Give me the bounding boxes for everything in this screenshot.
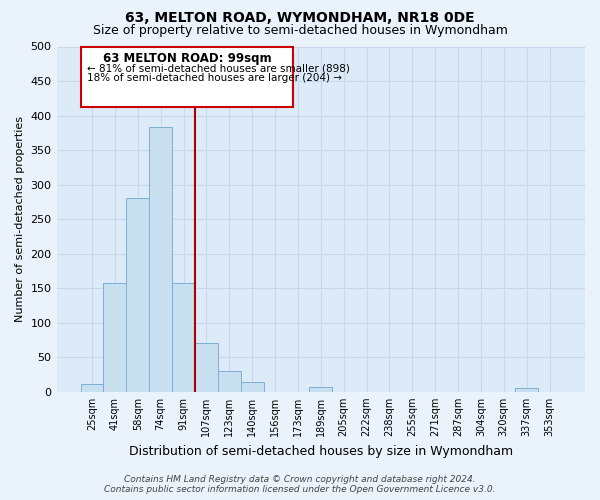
Bar [218,371,241,392]
Bar [80,384,103,392]
Text: Size of property relative to semi-detached houses in Wymondham: Size of property relative to semi-detach… [92,24,508,37]
Text: 18% of semi-detached houses are larger (204) →: 18% of semi-detached houses are larger (… [88,74,343,84]
Bar [172,282,195,392]
Y-axis label: Number of semi-detached properties: Number of semi-detached properties [15,116,25,322]
X-axis label: Distribution of semi-detached houses by size in Wymondham: Distribution of semi-detached houses by … [129,444,513,458]
Bar [241,382,263,392]
Text: Contains HM Land Registry data © Crown copyright and database right 2024.
Contai: Contains HM Land Registry data © Crown c… [104,474,496,494]
Bar [103,284,127,392]
Text: 63, MELTON ROAD, WYMONDHAM, NR18 0DE: 63, MELTON ROAD, WYMONDHAM, NR18 0DE [125,11,475,25]
Bar [149,128,172,392]
Bar [195,343,218,392]
Bar [310,387,332,392]
Text: ← 81% of semi-detached houses are smaller (898): ← 81% of semi-detached houses are smalle… [88,63,350,73]
Bar [80,46,293,108]
Text: 63 MELTON ROAD: 99sqm: 63 MELTON ROAD: 99sqm [103,52,271,65]
Bar [127,198,149,392]
Bar [515,388,538,392]
